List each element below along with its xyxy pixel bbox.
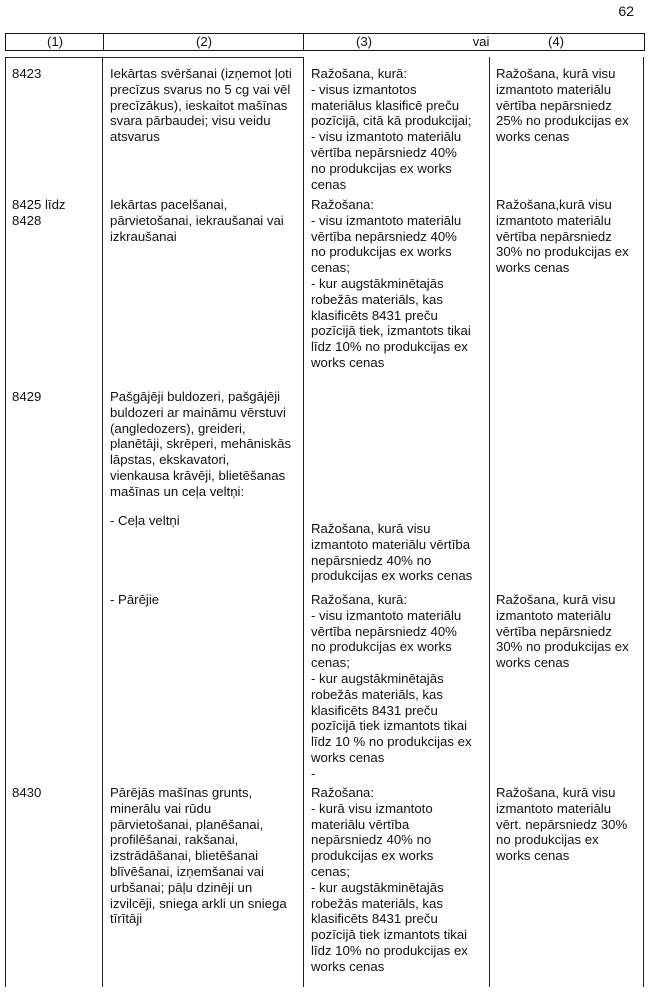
row-rule-3: Ražošana: - visu izmantoto materiālu vēr… — [311, 197, 471, 370]
row-rule-3: Ražošana, kurā visu izmantoto materiālu … — [311, 521, 473, 584]
divider — [5, 57, 304, 59]
divider — [102, 57, 104, 987]
header-col4: (4) — [547, 34, 565, 49]
divider — [303, 57, 305, 987]
row-description: Pārējās mašīnas grunts, minerālu vai rūd… — [110, 785, 287, 927]
page-number: 62 — [618, 3, 634, 19]
divider — [103, 34, 105, 50]
header-col3: (3) — [355, 34, 373, 49]
table-header: (1) (2) (3) vai (4) — [5, 33, 645, 51]
header-or: vai — [472, 34, 490, 49]
divider — [5, 57, 7, 987]
header-col1: (1) — [46, 34, 64, 49]
row-rule-4: Ražošana, kurā visu izmantoto materiālu … — [496, 66, 629, 145]
row-rule-4: Ražošana, kurā visu izmantoto materiālu … — [496, 592, 629, 671]
row-rule-3: Ražošana: - kurā visu izmantoto materiāl… — [311, 785, 468, 974]
row-code: 8430 — [12, 785, 42, 800]
row-description: Iekārtas svēršanai (izņemot ļoti precīzu… — [110, 66, 292, 145]
header-col2: (2) — [195, 34, 213, 49]
divider — [489, 57, 491, 987]
row-description: Iekārtas pacelšanai, pārvietošanai, iekr… — [110, 197, 284, 244]
row-description: Pašgājēji buldozeri, pašgājēji buldozeri… — [110, 389, 292, 499]
row-description: - Ceļa veltņi — [110, 513, 180, 528]
divider — [303, 34, 305, 50]
row-code: 8423 — [12, 66, 42, 81]
row-code: 8425 līdz 8428 — [12, 197, 66, 228]
row-rule-4: Ražošana,kurā visu izmantoto materiālu v… — [496, 197, 629, 276]
row-code: 8429 — [12, 389, 42, 404]
divider — [643, 57, 645, 987]
row-description: - Pārējie — [110, 592, 160, 607]
row-rule-3: Ražošana, kurā: - visu izmantoto materiā… — [311, 592, 472, 781]
row-rule-4: Ražošana, kurā visu izmantoto materiālu … — [496, 785, 628, 864]
row-rule-3: Ražošana, kurā: - visus izmantotos mater… — [311, 66, 472, 192]
